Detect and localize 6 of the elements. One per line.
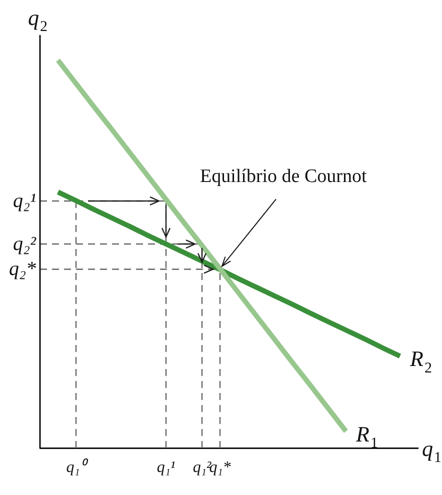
x-tick-label: q₁⁰ xyxy=(66,458,89,476)
ref-line-label: q₂* xyxy=(9,258,36,280)
annotation: Equilíbrio de Cournot xyxy=(200,166,368,188)
ref-line-label: q₂¹ xyxy=(13,190,36,212)
x-tick-label: q₁¹ xyxy=(156,458,176,476)
ref-line-label: q₂² xyxy=(13,233,38,256)
